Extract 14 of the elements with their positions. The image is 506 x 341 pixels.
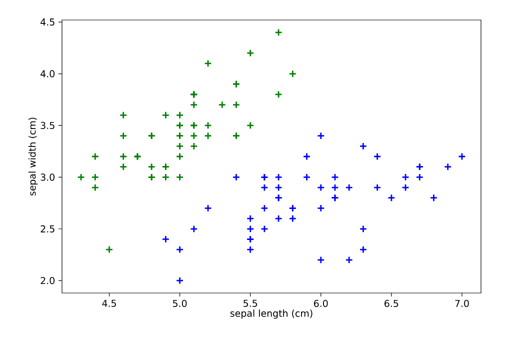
y-tick-label: 2.0 xyxy=(40,277,55,284)
y-tick-label: 3.5 xyxy=(40,122,54,130)
y-tick-label: 4.0 xyxy=(40,70,55,78)
y-tick-label: 2.5 xyxy=(40,225,54,232)
x-axis-title: sepal length (cm) xyxy=(230,310,312,319)
y-axis-title: sepal width (cm) xyxy=(28,118,38,196)
x-tick-label: 4.5 xyxy=(102,300,116,307)
y-tick-label: 3.0 xyxy=(40,174,55,181)
y-tick-label: 4.5 xyxy=(40,18,54,26)
x-tick-label: 5.0 xyxy=(173,300,187,308)
x-tick-label: 7.0 xyxy=(455,300,469,308)
x-tick-label: 6.5 xyxy=(384,300,398,308)
x-tick-label: 6.0 xyxy=(314,300,328,308)
x-tick-label: 5.5 xyxy=(244,300,258,307)
